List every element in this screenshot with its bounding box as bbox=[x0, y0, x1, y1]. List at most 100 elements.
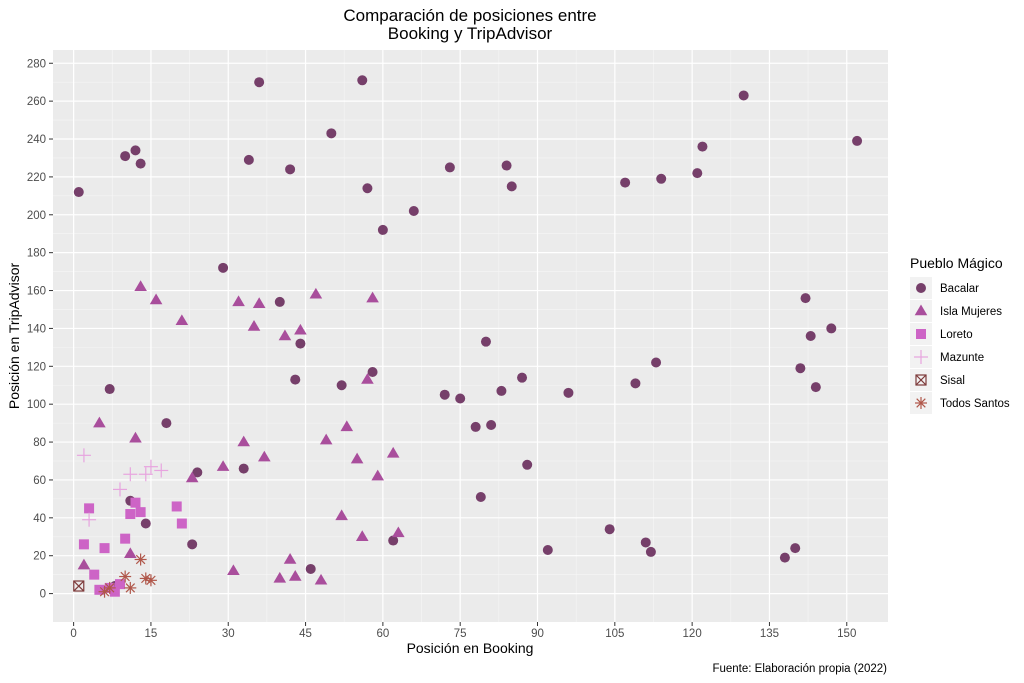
point-bacalar bbox=[779, 552, 790, 563]
legend-label-bacalar: Bacalar bbox=[940, 283, 979, 295]
point-bacalar bbox=[656, 173, 667, 184]
point-bacalar bbox=[738, 90, 749, 101]
point-todos-santos bbox=[139, 572, 152, 585]
point-mazunte bbox=[138, 467, 153, 482]
point-isla-mujeres bbox=[124, 547, 137, 559]
point-isla-mujeres bbox=[237, 435, 251, 447]
y-tick-label: 240 bbox=[27, 134, 46, 146]
y-tick-label: 0 bbox=[40, 589, 46, 601]
point-loreto bbox=[125, 509, 136, 520]
point-bacalar bbox=[192, 467, 203, 478]
point-isla-mujeres bbox=[134, 280, 147, 291]
point-isla-mujeres bbox=[283, 552, 297, 564]
grid-major bbox=[53, 50, 888, 622]
point-bacalar bbox=[295, 338, 306, 349]
point-loreto bbox=[171, 501, 182, 512]
point-bacalar bbox=[810, 382, 821, 393]
point-bacalar bbox=[135, 158, 146, 169]
point-isla-mujeres bbox=[294, 323, 307, 335]
point-bacalar bbox=[651, 357, 662, 368]
point-isla-mujeres bbox=[288, 570, 302, 581]
point-mazunte bbox=[154, 463, 169, 478]
point-loreto bbox=[84, 503, 95, 514]
point-isla-mujeres bbox=[366, 291, 379, 303]
point-isla-mujeres bbox=[350, 452, 364, 464]
point-bacalar bbox=[254, 77, 265, 88]
point-isla-mujeres bbox=[278, 329, 292, 341]
point-isla-mujeres bbox=[309, 287, 323, 299]
point-bacalar bbox=[218, 262, 229, 273]
point-todos-santos bbox=[124, 581, 137, 594]
point-bacalar bbox=[187, 539, 198, 550]
point-bacalar bbox=[480, 336, 491, 347]
point-loreto bbox=[120, 533, 131, 544]
point-todos-santos bbox=[134, 553, 147, 566]
point-isla-mujeres bbox=[227, 564, 240, 576]
legend-label-todos-santos: Todos Santos bbox=[940, 398, 1010, 410]
y-axis-ticks: 0 20 40 60 80 100 120 140 160 180 200 220 240 260 280 bbox=[27, 58, 53, 601]
point-isla-mujeres bbox=[386, 446, 400, 458]
point-mazunte bbox=[123, 467, 138, 482]
legend-label-isla-mujeres: Isla Mujeres bbox=[940, 306, 1002, 318]
x-tick-label: 30 bbox=[222, 628, 235, 640]
y-tick-label: 180 bbox=[27, 248, 46, 260]
point-isla-mujeres bbox=[216, 460, 230, 471]
point-isla-mujeres bbox=[93, 416, 106, 428]
point-todos-santos bbox=[144, 574, 157, 587]
point-isla-mujeres bbox=[185, 471, 199, 483]
y-tick-label: 100 bbox=[27, 399, 46, 411]
point-bacalar bbox=[542, 545, 553, 556]
point-loreto bbox=[135, 507, 146, 518]
point-bacalar bbox=[104, 384, 115, 395]
x-tick-label: 15 bbox=[145, 628, 158, 640]
point-bacalar bbox=[805, 331, 816, 341]
point-loreto bbox=[115, 579, 126, 590]
point-bacalar bbox=[692, 168, 703, 179]
point-bacalar bbox=[826, 323, 837, 334]
x-tick-label: 0 bbox=[70, 628, 76, 640]
point-bacalar bbox=[388, 535, 399, 546]
legend-marker-mazunte bbox=[914, 350, 928, 364]
point-bacalar bbox=[130, 145, 141, 156]
point-bacalar bbox=[285, 164, 296, 175]
point-bacalar bbox=[470, 421, 481, 432]
legend-marker-loreto bbox=[916, 329, 926, 339]
legend-marker-sisal bbox=[915, 374, 927, 386]
point-mazunte bbox=[82, 512, 97, 527]
point-bacalar bbox=[640, 537, 651, 548]
point-bacalar bbox=[517, 372, 528, 383]
y-tick-label: 220 bbox=[27, 172, 46, 184]
point-isla-mujeres bbox=[355, 530, 369, 541]
point-bacalar bbox=[800, 293, 811, 304]
point-bacalar bbox=[697, 141, 708, 152]
point-loreto bbox=[78, 539, 89, 550]
y-tick-label: 20 bbox=[33, 551, 46, 563]
point-isla-mujeres bbox=[340, 420, 354, 432]
point-bacalar bbox=[506, 181, 517, 192]
legend-marker-bacalar bbox=[916, 283, 926, 293]
point-bacalar bbox=[501, 160, 512, 171]
point-bacalar bbox=[522, 459, 533, 470]
caption: Fuente: Elaboración propia (2022) bbox=[712, 663, 887, 675]
x-tick-label: 45 bbox=[299, 628, 312, 640]
legend: Pueblo Mágico Bacalar Isla Mujeres Loreto M… bbox=[910, 255, 1010, 414]
y-tick-label: 80 bbox=[33, 437, 46, 449]
point-isla-mujeres bbox=[129, 431, 142, 443]
point-loreto bbox=[94, 584, 105, 595]
plot-panel bbox=[53, 50, 888, 622]
x-tick-label: 135 bbox=[760, 628, 779, 640]
point-bacalar bbox=[630, 378, 641, 389]
point-todos-santos bbox=[119, 570, 132, 583]
point-loreto bbox=[176, 518, 187, 529]
point-bacalar bbox=[439, 389, 450, 400]
point-bacalar bbox=[563, 387, 574, 398]
point-bacalar bbox=[290, 374, 301, 385]
point-bacalar bbox=[326, 128, 337, 139]
legend-marker-todos-santos bbox=[915, 397, 927, 409]
x-tick-label: 90 bbox=[531, 628, 544, 640]
point-isla-mujeres bbox=[232, 295, 245, 307]
y-tick-label: 200 bbox=[27, 210, 46, 222]
point-bacalar bbox=[620, 177, 631, 188]
y-tick-label: 280 bbox=[27, 58, 46, 70]
